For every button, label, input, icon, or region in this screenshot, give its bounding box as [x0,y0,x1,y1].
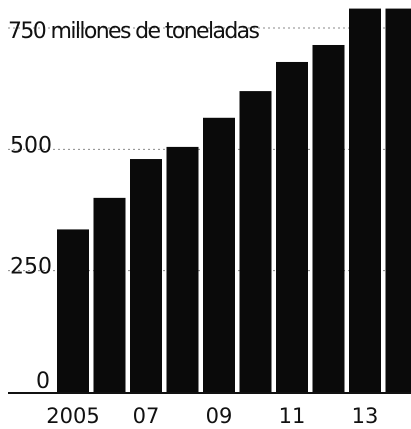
y-unit-label: 750 millones de toneladas [8,19,260,44]
bar-2007 [130,159,162,392]
y-tick-250: 250 [10,255,52,280]
bar-2006 [93,197,126,392]
x-tick-07: 07 [133,404,160,428]
bars [57,8,411,393]
bar-2013 [349,8,381,392]
bar-2014 [385,8,411,392]
y-tick-500: 500 [10,133,52,158]
bar-2010 [239,91,272,393]
bar-2012 [312,44,345,393]
y-tick-0: 0 [36,369,50,394]
bar-2008 [166,146,199,392]
y-tick-labels: 0 250 500 750 millones de toneladas [8,19,260,394]
bar-2005 [57,229,89,392]
x-tick-labels: 2005 07 09 11 13 [46,404,378,428]
x-tick-2005: 2005 [46,404,99,428]
x-tick-11: 11 [279,404,306,428]
x-tick-13: 13 [352,404,379,428]
bar-2009 [203,117,235,392]
x-tick-09: 09 [206,404,233,428]
bar-2011 [276,61,308,393]
